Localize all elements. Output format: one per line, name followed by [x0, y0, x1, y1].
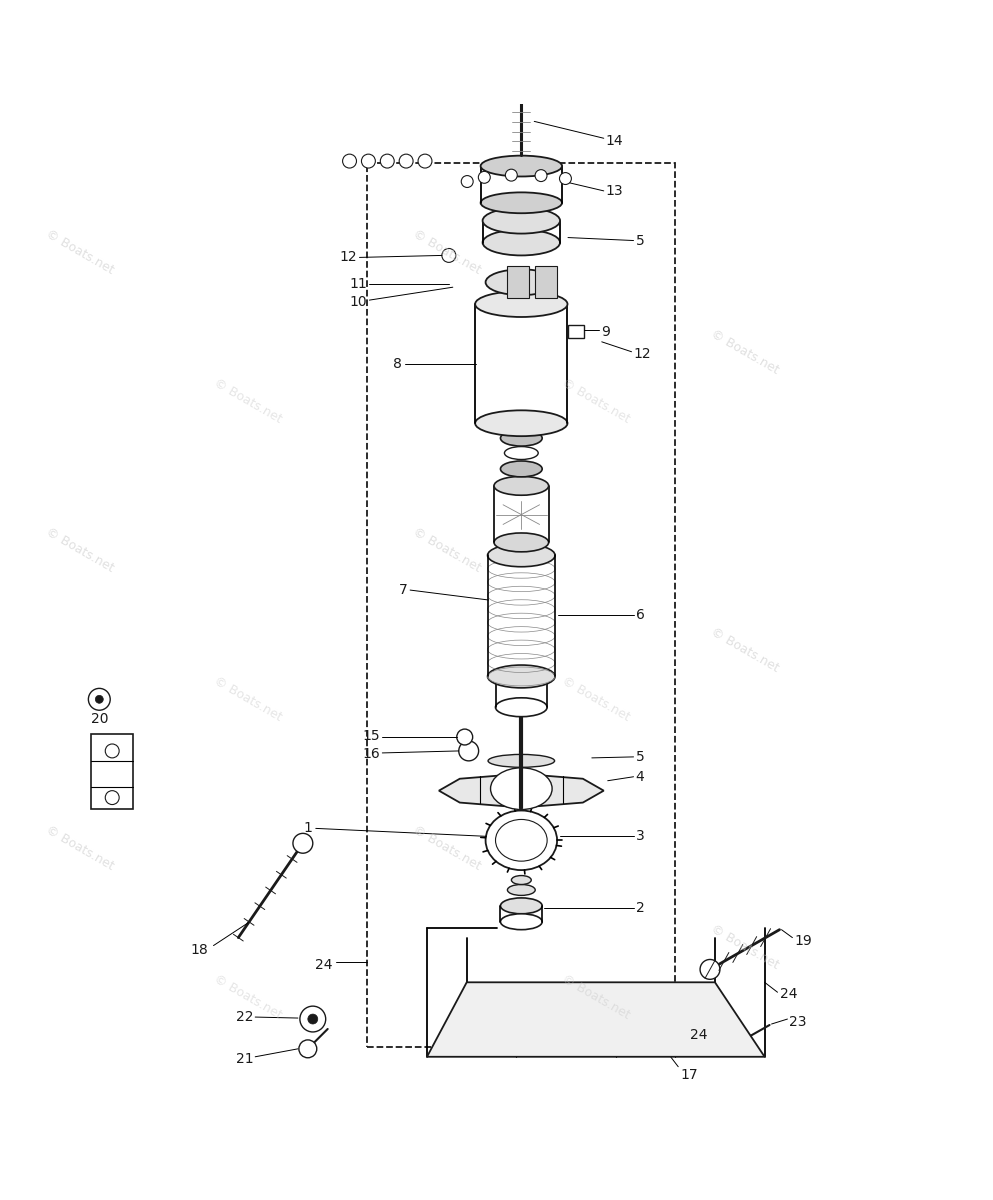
Bar [507, 266, 529, 298]
Ellipse shape [486, 810, 557, 870]
Bar [568, 325, 584, 338]
Circle shape [479, 172, 491, 184]
Text: © Boats.net: © Boats.net [410, 526, 484, 575]
Circle shape [105, 791, 119, 804]
Text: © Boats.net: © Boats.net [559, 674, 633, 724]
Text: 17: 17 [680, 1068, 698, 1081]
Circle shape [559, 173, 571, 185]
Text: 8: 8 [393, 356, 402, 371]
Ellipse shape [495, 533, 549, 552]
Circle shape [105, 744, 119, 758]
Text: © Boats.net: © Boats.net [708, 625, 781, 674]
Text: 20: 20 [90, 712, 108, 726]
Circle shape [505, 169, 517, 181]
Text: 19: 19 [794, 934, 812, 948]
Text: 5: 5 [636, 750, 644, 764]
Ellipse shape [495, 476, 549, 496]
Text: 2: 2 [636, 901, 644, 914]
Bar [91, 734, 133, 809]
Text: 12: 12 [634, 347, 651, 361]
Text: 24: 24 [780, 988, 797, 1001]
Circle shape [361, 154, 375, 168]
Text: 5: 5 [636, 234, 644, 247]
Circle shape [308, 1014, 318, 1024]
Polygon shape [439, 774, 604, 808]
Circle shape [95, 695, 103, 703]
Circle shape [300, 1006, 326, 1032]
Text: 3: 3 [636, 829, 644, 844]
Ellipse shape [475, 292, 568, 317]
Circle shape [299, 1040, 317, 1057]
Text: © Boats.net: © Boats.net [43, 823, 116, 872]
Ellipse shape [504, 446, 538, 460]
Circle shape [700, 960, 720, 979]
Text: 24: 24 [315, 959, 333, 972]
Text: 16: 16 [362, 746, 380, 761]
Ellipse shape [500, 898, 542, 913]
Bar [367, 163, 675, 1046]
Ellipse shape [488, 665, 555, 688]
Ellipse shape [511, 876, 531, 884]
Ellipse shape [491, 768, 552, 810]
Text: 7: 7 [398, 583, 407, 598]
Circle shape [535, 169, 547, 181]
Ellipse shape [488, 544, 555, 566]
Ellipse shape [483, 208, 560, 234]
Text: © Boats.net: © Boats.net [410, 823, 484, 872]
Text: 21: 21 [235, 1051, 253, 1066]
Text: 14: 14 [606, 134, 624, 149]
Text: © Boats.net: © Boats.net [708, 923, 781, 972]
Circle shape [88, 689, 110, 710]
Text: 13: 13 [606, 184, 624, 198]
Text: 15: 15 [362, 730, 380, 743]
Text: 10: 10 [350, 295, 367, 310]
Text: © Boats.net: © Boats.net [559, 377, 633, 426]
Ellipse shape [500, 430, 542, 446]
Text: © Boats.net: © Boats.net [212, 972, 285, 1022]
Text: 9: 9 [601, 325, 610, 338]
Ellipse shape [507, 884, 535, 895]
Text: © Boats.net: © Boats.net [559, 972, 633, 1022]
Circle shape [442, 248, 456, 263]
Circle shape [399, 154, 413, 168]
Circle shape [293, 833, 313, 853]
Text: 4: 4 [636, 769, 644, 784]
Circle shape [457, 730, 473, 745]
Circle shape [731, 1033, 749, 1051]
Text: 22: 22 [235, 1010, 253, 1024]
Ellipse shape [481, 156, 562, 176]
Text: 23: 23 [789, 1015, 807, 1030]
Ellipse shape [475, 410, 568, 436]
Ellipse shape [500, 461, 542, 476]
Circle shape [380, 154, 394, 168]
Text: © Boats.net: © Boats.net [212, 674, 285, 724]
Text: © Boats.net: © Boats.net [708, 328, 781, 377]
Circle shape [343, 154, 356, 168]
Circle shape [461, 175, 473, 187]
Circle shape [512, 61, 530, 79]
Bar [535, 266, 557, 298]
Circle shape [459, 742, 479, 761]
Ellipse shape [496, 698, 547, 716]
Ellipse shape [500, 913, 542, 930]
Text: 1: 1 [304, 821, 313, 835]
Text: 11: 11 [350, 277, 367, 292]
Text: © Boats.net: © Boats.net [43, 228, 116, 277]
Text: 6: 6 [636, 608, 644, 622]
Polygon shape [427, 983, 765, 1057]
Text: © Boats.net: © Boats.net [410, 228, 484, 277]
Text: 24: 24 [690, 1028, 708, 1042]
Ellipse shape [481, 192, 562, 214]
Circle shape [418, 154, 432, 168]
Text: © Boats.net: © Boats.net [43, 526, 116, 575]
Text: 18: 18 [191, 942, 209, 956]
Text: 12: 12 [340, 251, 357, 264]
Ellipse shape [486, 269, 557, 295]
Text: © Boats.net: © Boats.net [212, 377, 285, 426]
Ellipse shape [489, 755, 554, 767]
Ellipse shape [483, 229, 560, 256]
